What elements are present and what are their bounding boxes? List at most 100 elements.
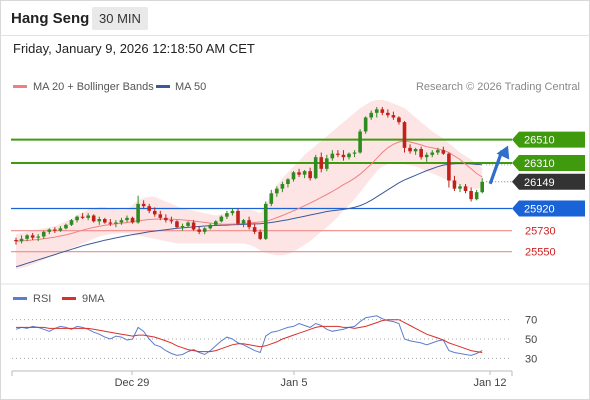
candle-body <box>197 229 201 232</box>
candle-body <box>202 228 207 232</box>
legend-ma50-swatch <box>156 85 170 88</box>
rsi-tick-label: 30 <box>525 353 537 365</box>
candle-body <box>263 203 268 239</box>
candle-body <box>191 222 196 230</box>
legend-rsi-swatch <box>13 297 27 300</box>
candle-body <box>447 153 451 181</box>
candle-body <box>241 220 246 224</box>
timestamp: Friday, January 9, 2026 12:18:50 AM CET <box>13 41 255 56</box>
candle-body <box>480 181 484 193</box>
candle-body <box>169 220 174 222</box>
candle-body <box>319 157 324 169</box>
resistance-label-2-box <box>512 155 585 171</box>
candle-body <box>147 206 151 211</box>
copyright-notice: Research © 2026 Trading Central <box>416 81 580 93</box>
candle-body <box>125 217 129 221</box>
candle-body <box>458 186 462 189</box>
candle-body <box>47 229 52 232</box>
candle-body <box>91 215 96 222</box>
candle-body <box>41 231 46 237</box>
candle-body <box>463 186 468 191</box>
rsi-plot: 70 50 30 <box>12 315 537 365</box>
candle-body <box>164 217 168 221</box>
candle-body <box>386 112 390 116</box>
candle-body <box>341 154 346 158</box>
rsi-ma-line <box>16 319 483 353</box>
candle-body <box>219 216 224 222</box>
instrument-title: Hang Seng <box>11 10 90 27</box>
candle-body <box>419 149 423 158</box>
candle-body <box>64 224 68 229</box>
candle-body <box>397 117 401 123</box>
candle-body <box>291 172 296 180</box>
candle-body <box>441 150 446 154</box>
pivot-label: 25920 <box>524 204 555 216</box>
legend-bollinger-swatch <box>13 85 27 88</box>
candle-body <box>452 180 457 189</box>
pivot-label-box <box>512 200 585 217</box>
resistance-label-1-box <box>512 131 585 148</box>
candle-body <box>114 222 118 224</box>
candle-body <box>214 221 218 225</box>
x-tick-label: Jan 12 <box>473 377 506 389</box>
projection-arrow-head <box>496 145 510 160</box>
candle-body <box>58 228 63 231</box>
candle-body <box>119 220 124 223</box>
candle-body <box>14 240 18 242</box>
current-price-label: 26149 <box>524 177 555 189</box>
candle-body <box>297 172 301 175</box>
candle-body <box>308 171 312 179</box>
candle-body <box>152 210 157 215</box>
candle-body <box>236 210 240 224</box>
candle-body <box>436 150 440 153</box>
candle-body <box>75 216 79 221</box>
resistance-label-1: 26510 <box>524 135 555 147</box>
support-label-2: 25550 <box>525 247 556 259</box>
candle-body <box>469 191 473 200</box>
candle-body <box>130 217 135 223</box>
support-label-1: 25730 <box>525 226 556 238</box>
candle-body <box>230 210 235 214</box>
bollinger-band <box>16 100 483 270</box>
candle-body <box>336 153 340 155</box>
candle-body <box>369 112 373 118</box>
projection-arrow-shaft <box>488 150 504 185</box>
candle-body <box>69 220 74 225</box>
candle-body <box>208 224 213 229</box>
x-tick-label: Dec 29 <box>115 377 150 389</box>
rsi-tick-label: 50 <box>525 334 537 346</box>
candle-body <box>474 192 479 200</box>
candle-body <box>402 122 407 148</box>
legend-rsi-label: RSI <box>33 293 51 305</box>
candle-body <box>175 221 179 228</box>
x-axis-ticks: Dec 29 Jan 5 Jan 12 <box>115 371 507 389</box>
candle-body <box>358 131 362 153</box>
candle-body <box>280 184 285 189</box>
candle-body <box>424 154 429 158</box>
candle-body <box>158 214 163 218</box>
candle-body <box>352 152 357 154</box>
legend-rsi-ma-swatch <box>62 297 76 300</box>
candle-body <box>413 149 418 152</box>
candle-body <box>225 213 229 217</box>
candle-body <box>258 231 262 239</box>
candle-body <box>347 153 351 158</box>
candle-body <box>363 117 368 132</box>
candle-body <box>53 229 57 231</box>
legend-bollinger-label: MA 20 + Bollinger Bands <box>33 81 154 93</box>
candle-body <box>408 147 412 152</box>
candle-body <box>180 226 185 228</box>
resistance-label-2: 26310 <box>524 158 555 170</box>
candle-body <box>275 188 279 194</box>
timeframe-button[interactable]: 30 MIN <box>92 7 148 30</box>
rsi-line <box>15 315 483 356</box>
candle-body <box>430 152 435 155</box>
candle-body <box>19 238 24 242</box>
candle-body <box>391 115 396 118</box>
candle-body <box>36 236 40 238</box>
candle-body <box>247 220 251 228</box>
candle-body <box>374 109 379 113</box>
candle-body <box>286 179 290 184</box>
candle-body <box>313 157 318 179</box>
